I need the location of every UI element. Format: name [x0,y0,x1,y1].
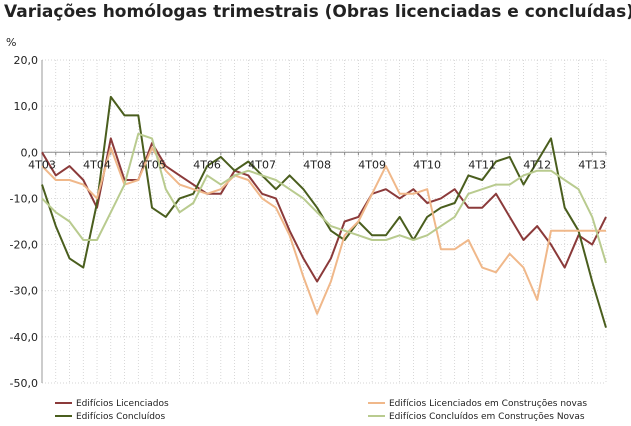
series-line-4 [41,132,607,264]
y-axis-label: % [6,36,16,49]
y-tick-label: 10,0 [14,100,39,113]
y-tick-label: 20,0 [14,54,39,67]
x-tick-label: 4T11 [468,158,496,171]
y-tick-label: -30,0 [10,285,38,298]
x-tick-label: 4T03 [28,158,56,171]
legend-label: Edifícios Concluídos [76,412,165,422]
y-tick-label: -10,0 [10,192,38,205]
x-tick-label: 4T12 [523,158,551,171]
y-tick-label: 0,0 [21,146,39,159]
legend-label: Edifícios Licenciados [76,399,169,409]
x-axis: 4T03 4T04 4T05 4T06 4T07 4T08 4T09 4T10 4T11 4T12… [28,158,606,171]
chart-title: Variações homólogas trimestrais (Obras l… [4,2,631,22]
x-tick-label: 4T10 [413,158,441,171]
x-tick-label: 4T05 [138,158,166,171]
series-line-2 [41,95,607,328]
legend-label: Edifícios Licenciados em Construções nov… [389,399,587,409]
grid [41,59,607,384]
x-tick-label: 4T04 [83,158,111,171]
y-tick-label: -50,0 [10,377,38,390]
y-tick-label: -40,0 [10,331,38,344]
x-tick-label: 4T08 [303,158,331,171]
legend: Edifícios Licenciados Edifícios Concluído… [55,399,587,422]
series-line-3 [41,146,606,315]
y-tick-label: -20,0 [10,239,38,252]
x-tick-label: 4T06 [193,158,221,171]
series-layer [41,95,607,328]
y-axis: 20,0 10,0 0,0 -10,0 -20,0 -30,0 -40,0 -50,0 [10,54,38,390]
x-tick-label: 4T13 [578,158,606,171]
x-tick-label: 4T09 [358,158,386,171]
x-tick-label: 4T07 [248,158,276,171]
legend-label: Edifícios Concluídos em Construções Nova… [389,412,585,422]
zero-axis [41,151,607,156]
